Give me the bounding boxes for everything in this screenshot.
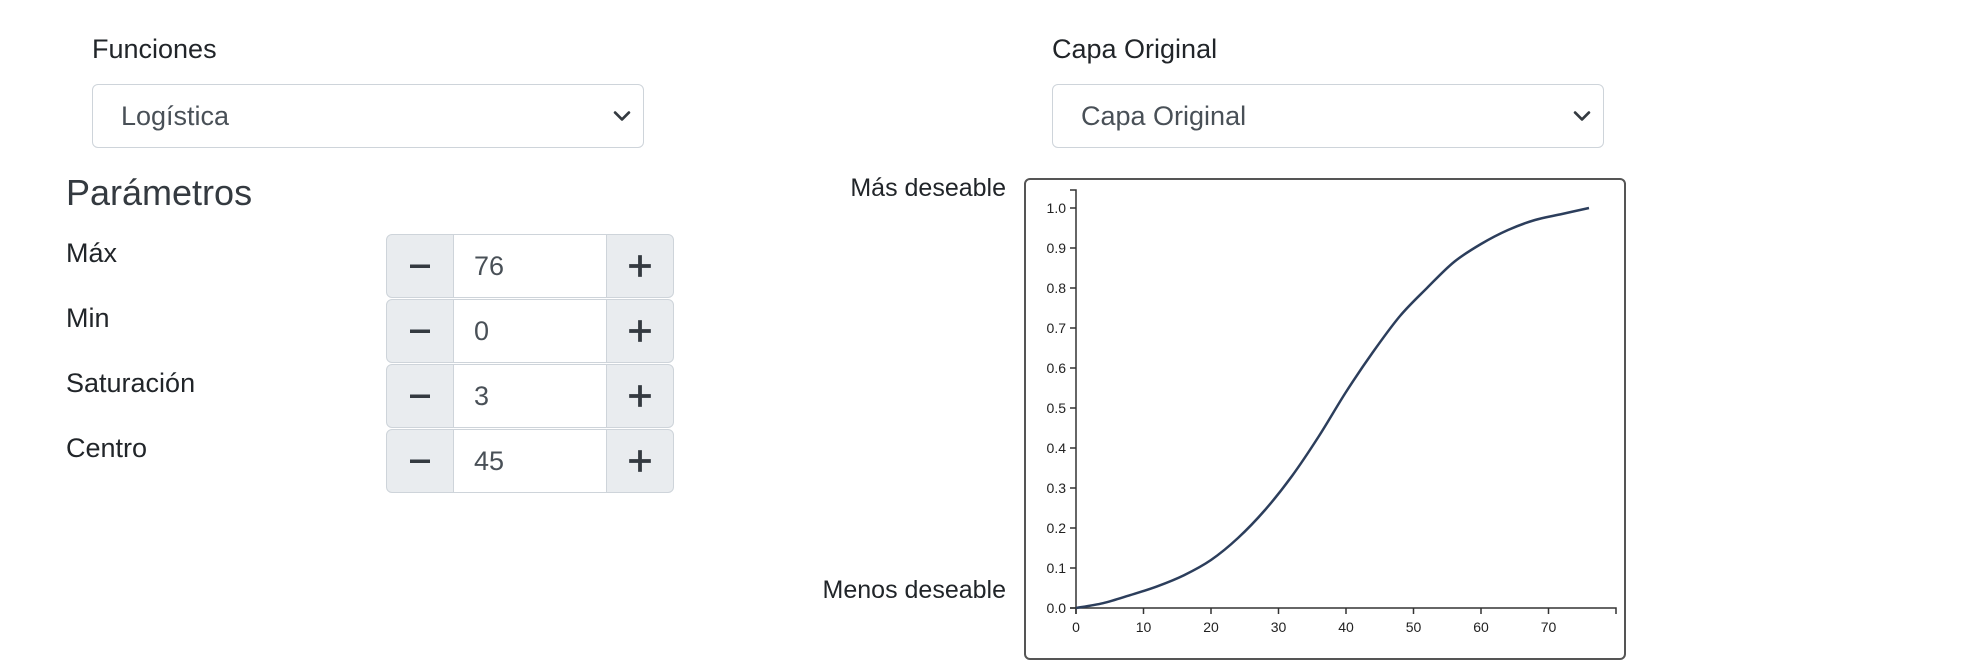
param-label-center: Centro (66, 433, 148, 463)
max-input[interactable]: 76 (454, 234, 606, 298)
minus-icon (410, 394, 430, 398)
desirability-chart: 0.0 0.1 0.2 0.3 0.4 0.5 0.6 0.7 0.8 0.9 1.0 0 10 20 30… (1047, 189, 1617, 635)
x-tick-label: 30 (1271, 619, 1287, 635)
y-tick-label: 0.3 (1047, 480, 1067, 496)
param-label-saturation: Saturación (66, 368, 196, 398)
center-stepper[interactable]: 45 (386, 429, 674, 493)
min-increment-button[interactable] (606, 299, 674, 363)
layer-label: Capa Original (1052, 34, 1218, 64)
y-tick-label: 0.2 (1047, 520, 1067, 536)
param-label-max: Máx (66, 238, 118, 268)
functions-select-value: Logística (121, 100, 230, 131)
plus-icon (629, 255, 651, 277)
saturation-decrement-button[interactable] (386, 364, 454, 428)
x-tick-label: 0 (1072, 619, 1080, 635)
saturation-increment-button[interactable] (606, 364, 674, 428)
y-tick-label: 0.5 (1047, 400, 1067, 416)
functions-select[interactable]: Logística (92, 84, 644, 148)
x-tick-label: 20 (1203, 619, 1219, 635)
max-increment-button[interactable] (606, 234, 674, 298)
chart-container: 0.0 0.1 0.2 0.3 0.4 0.5 0.6 0.7 0.8 0.9 1.0 0 10 20 30… (1024, 178, 1626, 660)
y-axis-line (1070, 189, 1077, 609)
min-input[interactable]: 0 (454, 299, 606, 363)
min-stepper[interactable]: 0 (386, 299, 674, 363)
most-desirable-label: Más deseable (850, 174, 1006, 202)
minus-icon (410, 264, 430, 268)
chart-ticks: 0.0 0.1 0.2 0.3 0.4 0.5 0.6 0.7 0.8 0.9 1.0 0 10 20 30… (1047, 200, 1557, 635)
layer-select-value: Capa Original (1081, 100, 1247, 131)
chart-series-line (1075, 206, 1590, 610)
x-tick-label: 40 (1338, 619, 1354, 635)
max-stepper[interactable]: 76 (386, 234, 674, 298)
chevron-down-icon (613, 111, 631, 121)
center-input[interactable]: 45 (454, 429, 606, 493)
center-decrement-button[interactable] (386, 429, 454, 493)
center-increment-button[interactable] (606, 429, 674, 493)
y-tick-label: 0.0 (1047, 600, 1067, 616)
layer-select[interactable]: Capa Original (1052, 84, 1604, 148)
y-tick-label: 0.8 (1047, 280, 1067, 296)
x-tick-label: 10 (1136, 619, 1152, 635)
min-decrement-button[interactable] (386, 299, 454, 363)
saturation-stepper[interactable]: 3 (386, 364, 674, 428)
chevron-down-icon (1573, 111, 1591, 121)
y-tick-label: 0.6 (1047, 360, 1067, 376)
minus-icon (410, 329, 430, 333)
plus-icon (629, 450, 651, 472)
x-tick-label: 70 (1541, 619, 1557, 635)
y-tick-label: 0.1 (1047, 560, 1067, 576)
functions-label: Funciones (92, 34, 217, 64)
least-desirable-label: Menos deseable (822, 576, 1006, 604)
param-label-min: Min (66, 303, 110, 333)
plus-icon (629, 320, 651, 342)
minus-icon (410, 459, 430, 463)
max-decrement-button[interactable] (386, 234, 454, 298)
x-tick-label: 60 (1473, 619, 1489, 635)
y-tick-label: 0.4 (1047, 440, 1067, 456)
y-tick-label: 1.0 (1047, 200, 1067, 216)
plus-icon (629, 385, 651, 407)
chart-axes (1070, 189, 1617, 614)
saturation-input[interactable]: 3 (454, 364, 606, 428)
x-tick-label: 50 (1406, 619, 1422, 635)
y-tick-label: 0.7 (1047, 320, 1067, 336)
parameters-title: Parámetros (66, 172, 253, 213)
y-tick-label: 0.9 (1047, 240, 1067, 256)
